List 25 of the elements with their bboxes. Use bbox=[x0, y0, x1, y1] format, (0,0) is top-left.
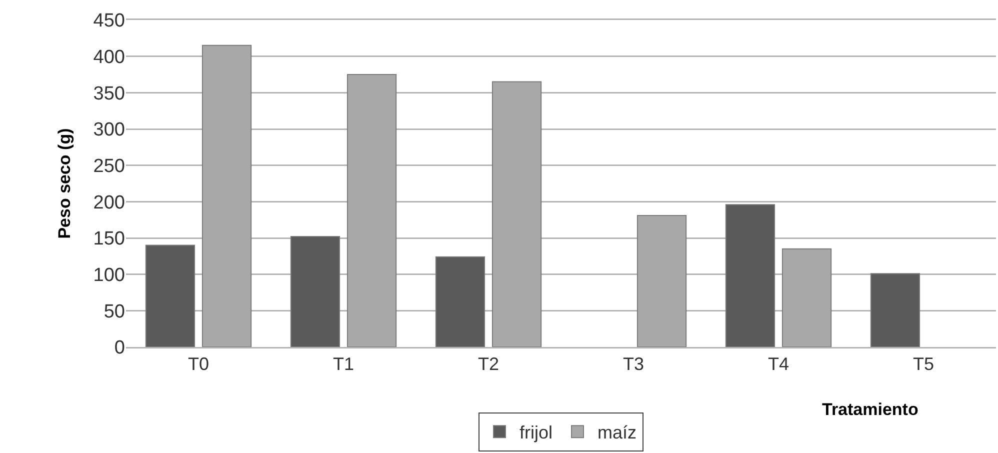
y-tick-label: 100 bbox=[93, 264, 125, 286]
x-tick-label: T3 bbox=[622, 354, 644, 374]
y-tick-label: 200 bbox=[93, 192, 125, 214]
y-tick-label: 450 bbox=[93, 10, 125, 32]
x-tick-label: T5 bbox=[912, 354, 934, 374]
bar bbox=[145, 244, 196, 347]
y-tick-label: 350 bbox=[93, 83, 125, 104]
bar bbox=[290, 236, 340, 347]
bar bbox=[870, 273, 920, 347]
x-tick-label: T1 bbox=[332, 354, 354, 374]
x-tick-label: T4 bbox=[768, 354, 790, 374]
y-axis-title: Peso seco (g) bbox=[54, 128, 74, 239]
y-tick-label: 0 bbox=[114, 338, 125, 359]
bar bbox=[725, 204, 776, 347]
x-tick-label: T0 bbox=[188, 354, 210, 374]
legend-label: frijol bbox=[520, 422, 553, 443]
y-tick-label: 250 bbox=[93, 156, 125, 177]
y-tick-label: 50 bbox=[104, 301, 125, 322]
legend-label: maíz bbox=[598, 422, 637, 443]
y-tick-label: 150 bbox=[93, 228, 125, 250]
x-tick-label: T2 bbox=[478, 354, 500, 374]
y-tick-label: 300 bbox=[93, 120, 125, 141]
x-axis-title: Tratamiento bbox=[822, 400, 918, 419]
y-tick-label: 400 bbox=[93, 46, 125, 68]
bar bbox=[435, 256, 486, 347]
